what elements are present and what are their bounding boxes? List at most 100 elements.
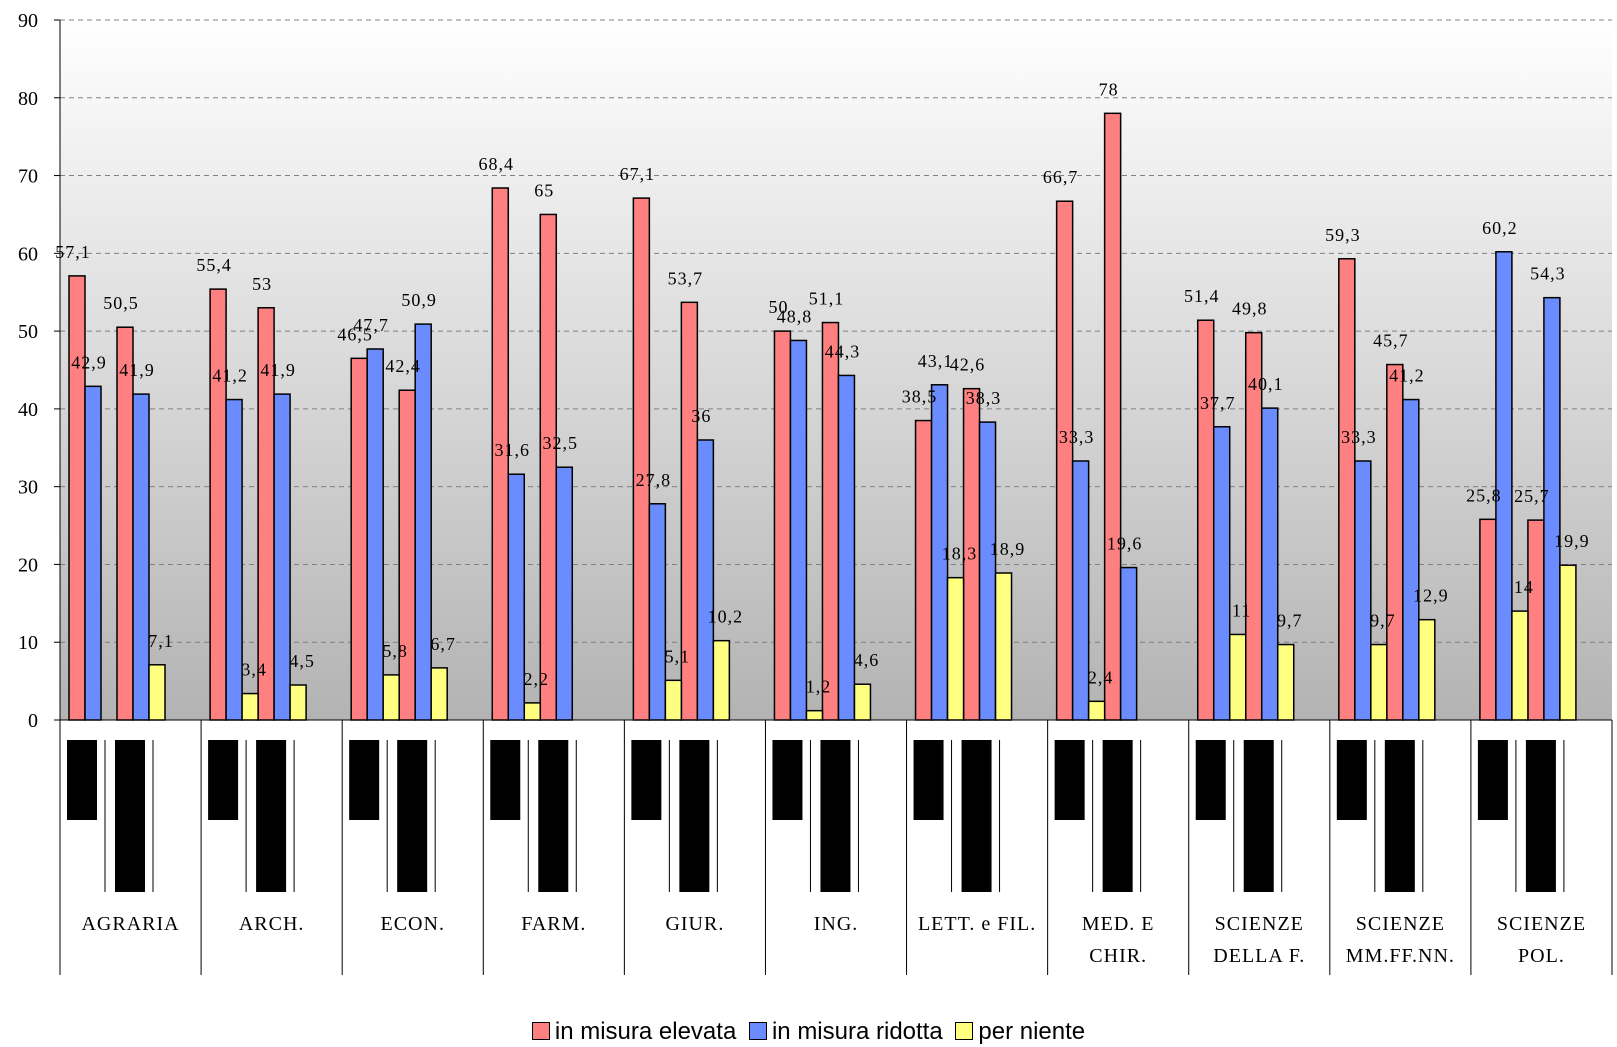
data-label: 50 bbox=[768, 297, 788, 317]
data-label: 12,9 bbox=[1413, 586, 1449, 606]
category-table: AGRARIA ARCH. ECON. FARM. GIUR. ING. LETT. e F… bbox=[67, 720, 1613, 975]
category-marker bbox=[397, 740, 428, 892]
data-label: 49,8 bbox=[1232, 299, 1268, 319]
category-label: LETT. e FIL. bbox=[918, 913, 1036, 935]
bar bbox=[1212, 426, 1231, 721]
category-label: SCIENZE bbox=[1356, 913, 1445, 935]
bar bbox=[930, 384, 949, 721]
bar bbox=[539, 213, 558, 721]
bar bbox=[1559, 564, 1577, 721]
y-tick-label: 80 bbox=[18, 88, 38, 110]
bar bbox=[555, 466, 574, 721]
data-label: 41,9 bbox=[260, 360, 296, 380]
data-label: 1,2 bbox=[806, 677, 832, 697]
data-label: 2,4 bbox=[1088, 667, 1114, 687]
data-label: 41,2 bbox=[212, 366, 248, 386]
bar bbox=[1338, 258, 1356, 721]
legend-label-elevata: in misura elevata bbox=[554, 1018, 737, 1045]
data-label: 51,1 bbox=[809, 289, 845, 309]
category-marker bbox=[913, 740, 944, 820]
data-label: 6,7 bbox=[430, 634, 456, 654]
category-label: ECON. bbox=[381, 913, 445, 935]
legend: in misura elevata in misura ridotta per … bbox=[0, 1018, 1617, 1046]
data-label: 33,3 bbox=[1059, 427, 1095, 447]
data-label: 41,9 bbox=[119, 360, 155, 380]
bar bbox=[523, 702, 542, 721]
legend-swatch-niente bbox=[955, 1022, 974, 1040]
bar bbox=[1354, 460, 1372, 721]
category-marker bbox=[820, 740, 851, 892]
category-marker bbox=[1054, 740, 1085, 820]
category-label: FARM. bbox=[521, 913, 586, 935]
data-label: 44,3 bbox=[825, 341, 861, 361]
category-marker bbox=[1243, 740, 1274, 892]
bar bbox=[289, 684, 307, 721]
bar bbox=[1260, 407, 1279, 721]
bar bbox=[350, 357, 368, 721]
legend-swatch-ridotta bbox=[748, 1022, 767, 1040]
category-marker bbox=[349, 740, 380, 820]
y-tick-label: 40 bbox=[18, 399, 38, 421]
bar bbox=[664, 679, 683, 721]
y-tick-label: 30 bbox=[18, 477, 38, 499]
category-label: ING. bbox=[814, 913, 859, 935]
legend-label-ridotta: in misura ridotta bbox=[771, 1018, 943, 1045]
bar bbox=[1103, 112, 1122, 721]
data-label: 32,5 bbox=[543, 433, 579, 453]
data-label: 68,4 bbox=[479, 154, 515, 174]
data-label: 55,4 bbox=[196, 255, 232, 275]
data-label: 37,7 bbox=[1200, 393, 1236, 413]
bars bbox=[68, 112, 1577, 721]
data-label: 45,7 bbox=[1373, 331, 1409, 351]
category-marker bbox=[1384, 740, 1415, 892]
data-label: 7,1 bbox=[148, 631, 174, 651]
category-marker bbox=[631, 740, 662, 820]
data-label: 53,7 bbox=[668, 268, 704, 288]
data-label: 9,7 bbox=[1370, 611, 1396, 631]
bar bbox=[1495, 251, 1513, 721]
data-label: 66,7 bbox=[1043, 167, 1079, 187]
bar bbox=[789, 339, 808, 721]
data-label: 50,5 bbox=[103, 293, 139, 313]
bar bbox=[1479, 518, 1497, 721]
bar bbox=[68, 275, 86, 721]
data-label: 3,4 bbox=[241, 660, 267, 680]
bar bbox=[1543, 296, 1561, 721]
bar bbox=[853, 683, 872, 721]
data-label: 19,6 bbox=[1107, 534, 1143, 554]
data-label: 65 bbox=[534, 180, 554, 200]
legend-label-niente: per niente bbox=[978, 1018, 1086, 1045]
bar bbox=[1196, 319, 1215, 721]
data-label: 78 bbox=[1099, 79, 1119, 99]
data-label: 36 bbox=[691, 406, 711, 426]
data-label: 51,4 bbox=[1184, 286, 1220, 306]
data-label: 5,8 bbox=[382, 641, 408, 661]
bar bbox=[398, 389, 416, 721]
bar bbox=[821, 321, 840, 721]
data-label: 33,3 bbox=[1341, 427, 1377, 447]
data-label: 19,9 bbox=[1554, 531, 1590, 551]
data-label: 48,8 bbox=[777, 306, 813, 326]
bar bbox=[507, 473, 526, 721]
bar bbox=[994, 572, 1013, 721]
bar bbox=[914, 419, 933, 721]
data-label: 42,4 bbox=[385, 356, 421, 376]
data-label: 59,3 bbox=[1325, 225, 1361, 245]
y-tick-label: 70 bbox=[18, 166, 38, 188]
data-label: 41,2 bbox=[1389, 366, 1425, 386]
data-label: 50,9 bbox=[401, 290, 437, 310]
bar bbox=[1276, 643, 1295, 721]
bar bbox=[1418, 618, 1436, 721]
data-label: 38,3 bbox=[966, 388, 1002, 408]
bar bbox=[696, 439, 715, 721]
legend-item-ridotta: in misura ridotta bbox=[748, 1018, 943, 1046]
bar bbox=[382, 674, 400, 721]
data-label: 4,6 bbox=[854, 650, 880, 670]
legend-swatch-elevata bbox=[531, 1022, 550, 1040]
bar bbox=[491, 187, 510, 721]
category-marker bbox=[1336, 740, 1367, 820]
data-label: 31,6 bbox=[495, 440, 531, 460]
category-label: DELLA F. bbox=[1213, 945, 1305, 967]
bar bbox=[805, 709, 824, 721]
